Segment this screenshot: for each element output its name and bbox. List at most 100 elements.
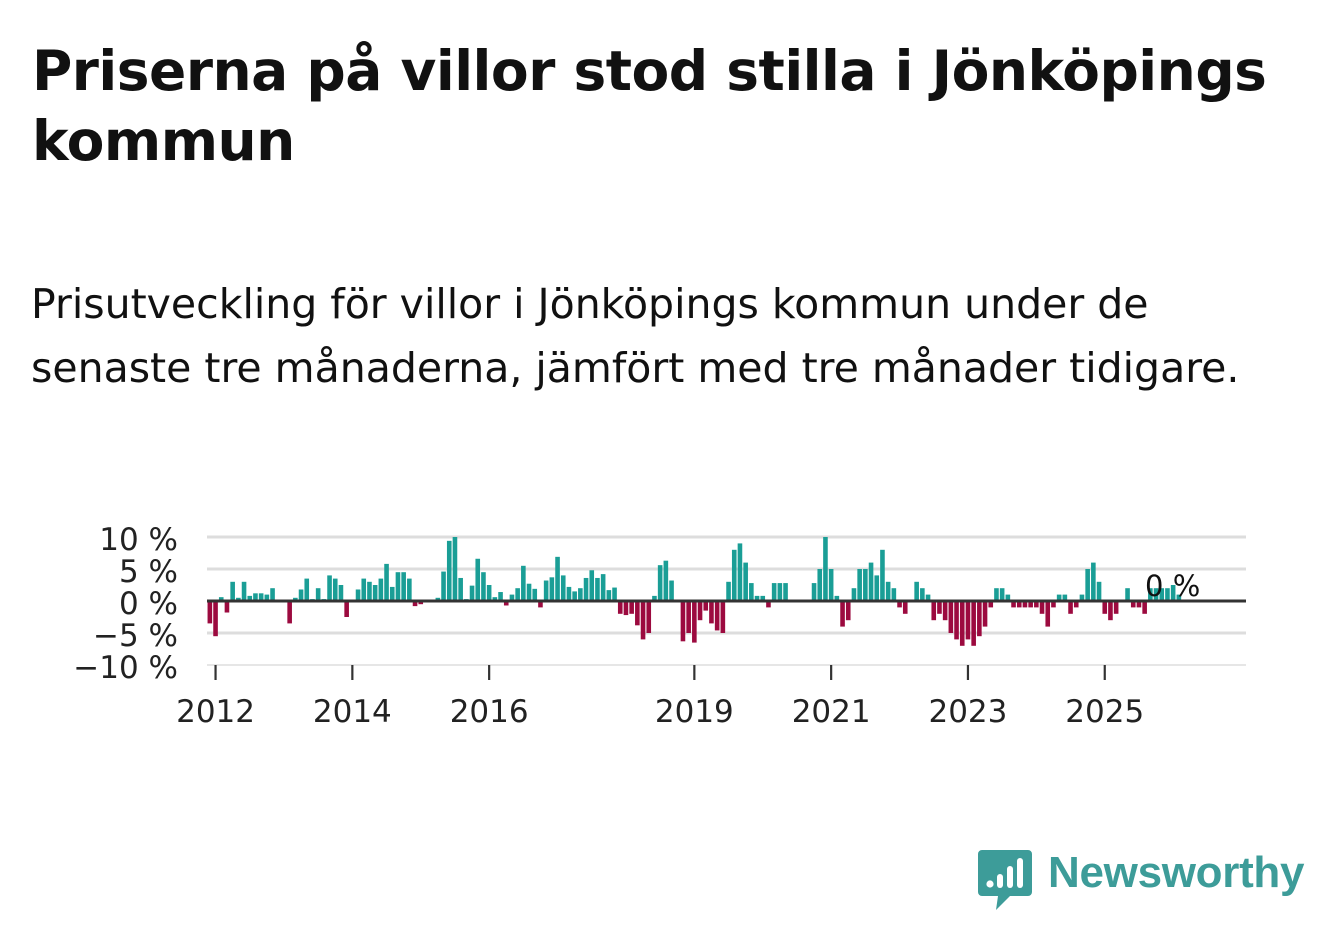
- bar-positive: [851, 588, 857, 601]
- bar-positive: [1005, 594, 1011, 601]
- bar-negative: [213, 601, 218, 637]
- bar-positive: [583, 577, 589, 601]
- x-tick-label: 2021: [792, 694, 871, 730]
- bar-positive: [549, 577, 555, 601]
- price-change-bar-chart: 10 %5 %0 %−5 %−10 % 2012 2014 2016 2019 2021…: [73, 522, 1246, 730]
- latest-value-label: 0 %: [1145, 569, 1200, 603]
- bar-positive: [395, 572, 401, 601]
- bar-negative: [845, 601, 851, 621]
- bar-positive: [247, 595, 253, 601]
- bar-positive: [498, 592, 503, 601]
- bar-positive: [1165, 588, 1170, 601]
- bar-positive: [726, 581, 731, 601]
- bar-positive: [475, 558, 481, 601]
- bar-positive: [754, 595, 760, 601]
- bar-positive: [372, 585, 378, 601]
- bar-positive: [469, 585, 475, 601]
- bar-negative: [635, 601, 640, 626]
- bar-negative: [1102, 601, 1108, 614]
- bar-negative: [959, 601, 965, 646]
- bar-negative: [697, 601, 703, 621]
- bar-positive: [760, 595, 766, 601]
- y-tick-label: −5 %: [93, 618, 178, 654]
- x-tick-label: 2016: [450, 694, 529, 730]
- bar-positive: [327, 575, 332, 601]
- bar-negative: [1113, 601, 1119, 614]
- bar-negative: [840, 601, 845, 627]
- bar-positive: [737, 543, 743, 601]
- bar-negative: [538, 601, 543, 608]
- bar-positive: [1056, 594, 1062, 601]
- bar-negative: [623, 601, 629, 616]
- bar-positive: [999, 588, 1005, 601]
- bar-negative: [766, 601, 771, 608]
- bar-positive: [880, 549, 885, 601]
- bar-negative: [942, 601, 948, 621]
- bars: [207, 537, 1182, 646]
- page-title: Priserna på villor stod stilla i Jönköpi…: [32, 39, 1267, 173]
- bar-positive: [543, 580, 549, 601]
- bar-positive: [1153, 588, 1159, 601]
- bar-positive: [914, 581, 919, 601]
- bar-positive: [532, 588, 538, 601]
- y-tick-label: 0 %: [119, 586, 178, 622]
- bar-positive: [298, 589, 304, 601]
- bar-positive: [1159, 588, 1165, 601]
- bar-negative: [965, 601, 971, 640]
- bar-negative: [1130, 601, 1136, 608]
- bar-positive: [885, 581, 891, 601]
- bar-negative: [207, 601, 213, 624]
- bar-positive: [731, 549, 737, 601]
- bar-positive: [521, 565, 526, 601]
- bar-positive: [669, 580, 674, 601]
- bar-positive: [509, 594, 515, 601]
- bar-negative: [948, 601, 954, 633]
- bar-positive: [441, 571, 446, 601]
- x-tick-label: 2025: [1065, 694, 1144, 730]
- x-tick-label: 2012: [176, 694, 255, 730]
- bar-positive: [452, 537, 458, 601]
- bar-positive: [458, 577, 463, 601]
- bar-positive: [389, 586, 395, 601]
- bar-negative: [1016, 601, 1022, 608]
- bar-positive: [218, 597, 224, 601]
- bar-positive: [401, 572, 406, 601]
- bar-negative: [686, 601, 691, 633]
- bar-negative: [1045, 601, 1051, 627]
- bar-positive: [1096, 581, 1102, 601]
- bar-negative: [1108, 601, 1113, 621]
- bar-positive: [1125, 588, 1130, 601]
- bar-negative: [703, 601, 709, 611]
- bar-positive: [891, 588, 897, 601]
- bar-positive: [304, 578, 310, 601]
- bar-positive: [264, 594, 270, 601]
- bar-positive: [606, 590, 612, 601]
- bar-negative: [692, 601, 697, 643]
- bar-positive: [589, 570, 595, 601]
- bar-positive: [435, 597, 441, 601]
- chart-subtitle: Prisutveckling för villor i Jönköpings k…: [31, 280, 1240, 392]
- bar-positive: [834, 595, 840, 601]
- x-tick-label: 2019: [655, 694, 734, 730]
- bar-negative: [897, 601, 902, 608]
- bar-negative: [982, 601, 988, 627]
- bar-positive: [920, 588, 925, 601]
- bar-positive: [355, 589, 361, 601]
- bar-positive: [566, 586, 572, 601]
- newsworthy-logo-icon: [978, 850, 1032, 910]
- bar-positive: [863, 569, 868, 601]
- bar-negative: [954, 601, 959, 640]
- bar-positive: [595, 577, 600, 601]
- bar-negative: [1142, 601, 1147, 614]
- bar-positive: [560, 575, 566, 601]
- bar-positive: [1085, 569, 1090, 601]
- bar-positive: [293, 597, 298, 601]
- bar-positive: [407, 578, 412, 601]
- bar-positive: [253, 593, 258, 601]
- bar-positive: [315, 588, 321, 601]
- bar-negative: [617, 601, 623, 614]
- brand-name: Newsworthy: [1048, 848, 1305, 897]
- bar-positive: [492, 597, 498, 601]
- bar-positive: [749, 583, 754, 601]
- bar-positive: [771, 583, 777, 601]
